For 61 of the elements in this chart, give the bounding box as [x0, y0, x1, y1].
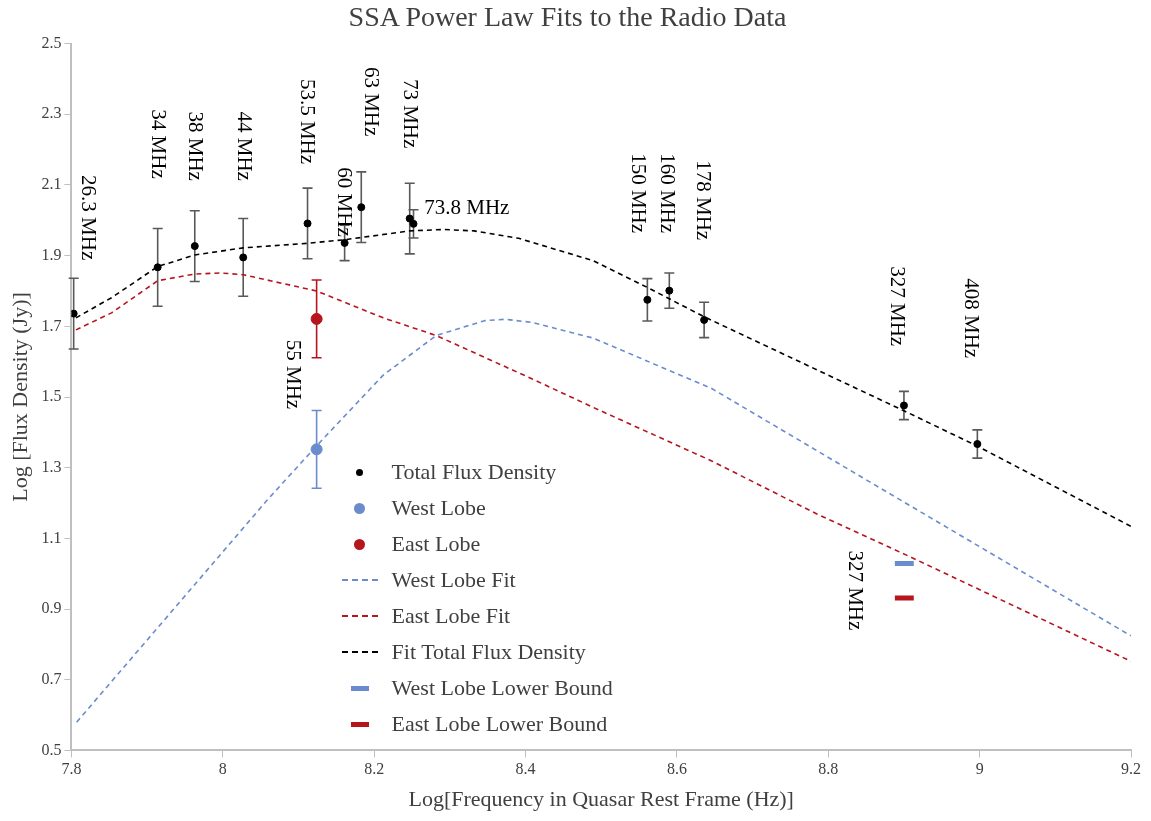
annotation: 150 MHz — [626, 153, 651, 234]
annotation: 55 MHz — [282, 339, 307, 410]
x-axis-title: Log[Frequency in Quasar Rest Frame (Hz)] — [408, 785, 794, 811]
point — [239, 253, 248, 262]
x-tick-label: 7.8 — [61, 760, 82, 778]
annotation: 73 MHz — [398, 78, 423, 149]
legend-label: Fit Total Flux Density — [391, 639, 586, 666]
x-tick-label: 8.4 — [515, 760, 536, 778]
y-axis-title: Log [Flux Density (Jy)] — [6, 292, 32, 502]
y-tick-label: 1.5 — [41, 387, 62, 405]
point — [153, 263, 162, 272]
y-tick-label: 1.9 — [41, 245, 62, 263]
annotation: 44 MHz — [232, 111, 257, 181]
y-tick-label: 1.1 — [41, 528, 62, 546]
y-tick-label: 0.7 — [41, 669, 62, 687]
legend-label: Total Flux Density — [391, 459, 557, 486]
annotation: 60 MHz — [333, 167, 358, 237]
annotation: 327 MHz — [886, 266, 911, 347]
y-tick-label: 2.5 — [41, 33, 62, 51]
annotation: 160 MHz — [656, 153, 681, 234]
annotation: 327 MHz — [843, 550, 868, 631]
annotation: 73.8 MHz — [424, 194, 510, 219]
annotation: 38 MHz — [183, 111, 208, 181]
legend-label: West Lobe Fit — [391, 567, 516, 594]
legend-label: East Lobe Fit — [391, 603, 511, 630]
x-tick-label: 8.8 — [818, 760, 839, 778]
point — [190, 242, 199, 251]
point — [310, 312, 323, 325]
point — [700, 315, 709, 324]
annotation: 26.3 MHz — [76, 175, 101, 261]
point — [409, 219, 418, 228]
annotation: 34 MHz — [146, 109, 171, 179]
legend-label: East Lobe — [391, 531, 481, 558]
annotation: 63 MHz — [359, 66, 384, 137]
point — [643, 295, 652, 304]
point — [665, 286, 674, 295]
y-tick-label: 2.3 — [41, 104, 62, 122]
y-tick-label: 0.9 — [41, 599, 62, 617]
legend-label: West Lobe — [391, 495, 486, 522]
y-tick-label: 1.3 — [41, 457, 62, 475]
annotation: 408 MHz — [960, 278, 985, 359]
legend-label: East Lobe Lower Bound — [391, 711, 608, 738]
point — [310, 443, 323, 456]
y-tick-label: 2.1 — [41, 175, 62, 193]
x-tick-label: 8.2 — [364, 760, 385, 778]
y-tick-label: 1.7 — [41, 316, 62, 334]
x-tick-label: 8 — [218, 760, 227, 778]
point — [357, 203, 366, 212]
point — [340, 238, 349, 247]
x-tick-label: 8.6 — [666, 760, 687, 778]
annotation: 53.5 MHz — [296, 78, 321, 165]
x-tick-label: 9 — [975, 760, 984, 778]
annotation: 178 MHz — [692, 160, 717, 241]
point — [405, 214, 414, 223]
chart-title: SSA Power Law Fits to the Radio Data — [348, 1, 787, 33]
legend-label: West Lobe Lower Bound — [391, 675, 613, 702]
y-tick-label: 0.5 — [41, 740, 62, 758]
point — [899, 401, 908, 410]
x-tick-label: 9.2 — [1121, 760, 1141, 778]
point — [303, 219, 312, 228]
point — [973, 440, 982, 448]
